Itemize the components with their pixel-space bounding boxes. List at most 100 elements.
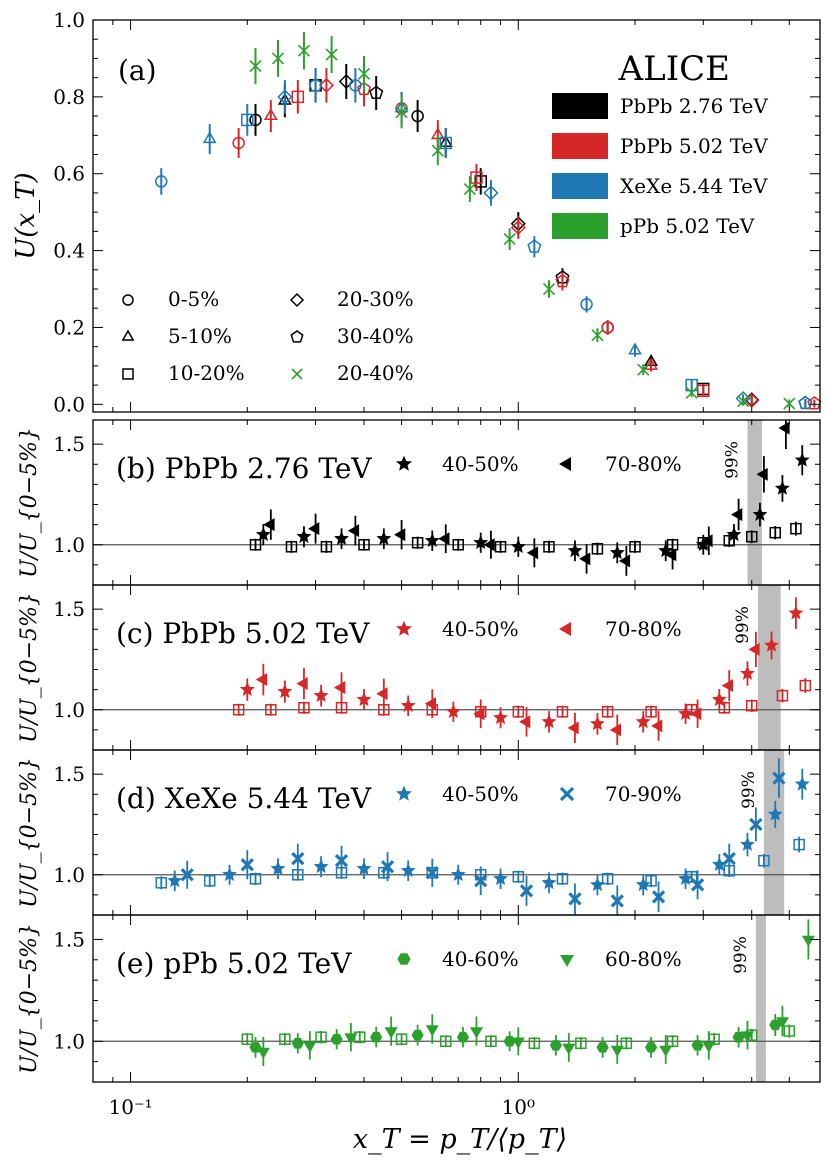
data-point bbox=[470, 171, 483, 184]
data-point bbox=[549, 1040, 562, 1051]
legend-centrality-label: 5-10% bbox=[168, 324, 232, 348]
legend-system-label: PbPb 5.02 TeV bbox=[620, 134, 768, 158]
data-point bbox=[749, 817, 763, 832]
data-point bbox=[256, 1047, 270, 1060]
data-point bbox=[579, 552, 591, 566]
data-point bbox=[645, 706, 657, 718]
legend-marker bbox=[291, 368, 303, 380]
data-point bbox=[313, 858, 329, 874]
band-label: 99% bbox=[731, 936, 751, 974]
data-point bbox=[485, 1035, 497, 1048]
data-point bbox=[629, 541, 641, 553]
data-point bbox=[296, 528, 312, 544]
data-point bbox=[334, 854, 349, 868]
data-point bbox=[635, 876, 651, 892]
data-point bbox=[456, 1031, 470, 1043]
data-point bbox=[758, 854, 770, 867]
data-point bbox=[494, 541, 507, 553]
y-tick-label: 1.5 bbox=[53, 597, 85, 621]
data-point bbox=[542, 282, 556, 296]
data-point bbox=[474, 874, 488, 888]
legend-marker bbox=[396, 455, 412, 471]
data-point bbox=[313, 687, 329, 702]
data-point bbox=[155, 175, 168, 188]
data-point bbox=[567, 543, 583, 558]
ratio-panel-frame bbox=[92, 749, 821, 916]
data-point bbox=[338, 73, 354, 90]
data-point bbox=[483, 538, 495, 552]
data-point bbox=[541, 874, 557, 890]
data-point bbox=[333, 681, 346, 695]
data-point bbox=[711, 691, 727, 707]
data-point bbox=[356, 691, 372, 707]
data-point bbox=[609, 545, 625, 560]
data-point bbox=[431, 144, 444, 157]
data-point bbox=[645, 875, 657, 887]
ratio-y-label: U/U_{0−5%} bbox=[17, 427, 42, 578]
data-point bbox=[562, 1043, 576, 1055]
data-point bbox=[519, 884, 534, 898]
data-point bbox=[445, 704, 461, 719]
ratio-series-1 bbox=[249, 1014, 782, 1058]
data-point bbox=[330, 1034, 343, 1045]
data-point bbox=[580, 298, 593, 311]
data-point bbox=[277, 89, 293, 105]
legend-centrality-label: 10-20% bbox=[168, 361, 245, 385]
data-point bbox=[249, 539, 262, 551]
data-point bbox=[167, 873, 183, 888]
data-point bbox=[370, 1031, 383, 1043]
data-point bbox=[222, 867, 237, 882]
data-point bbox=[556, 873, 569, 885]
data-point bbox=[411, 109, 424, 123]
ratio-panel-label: (e) pPb 5.02 TeV bbox=[116, 947, 352, 980]
data-point bbox=[232, 704, 245, 716]
data-point bbox=[601, 321, 614, 334]
data-point bbox=[665, 548, 677, 562]
data-point bbox=[783, 1025, 796, 1037]
data-point bbox=[277, 683, 293, 698]
y-tick-label: 0.4 bbox=[53, 239, 85, 263]
ratio-panel-label: (b) PbPb 2.76 TeV bbox=[116, 452, 372, 485]
data-point bbox=[745, 699, 758, 712]
ratio-series-0 bbox=[241, 1024, 796, 1050]
data-point bbox=[232, 136, 245, 150]
data-point bbox=[349, 79, 362, 92]
data-point bbox=[357, 67, 371, 80]
data-point bbox=[685, 386, 698, 399]
data-point bbox=[265, 704, 277, 716]
legend-label: 40-50% bbox=[442, 452, 519, 476]
y-tick-label: 1.0 bbox=[53, 8, 85, 32]
legend-marker bbox=[559, 457, 571, 471]
legend-centrality-label: 0-5% bbox=[168, 287, 219, 311]
data-point bbox=[347, 524, 360, 538]
data-point bbox=[590, 876, 605, 892]
data-point bbox=[298, 701, 310, 714]
data-point bbox=[726, 526, 742, 542]
data-point bbox=[358, 539, 370, 551]
data-point bbox=[424, 697, 436, 711]
data-point bbox=[528, 1037, 541, 1050]
data-point bbox=[395, 106, 408, 119]
legend-label: 60-80% bbox=[605, 947, 682, 971]
legend-marker bbox=[559, 786, 575, 802]
legend-label: 40-50% bbox=[442, 617, 519, 641]
data-point bbox=[440, 1035, 452, 1048]
ratio-panel-frame bbox=[92, 584, 821, 751]
data-point bbox=[568, 892, 582, 906]
data-point bbox=[308, 77, 323, 92]
y-tick-label: 1.0 bbox=[53, 698, 85, 722]
data-point bbox=[721, 679, 733, 693]
series-a-2 bbox=[155, 68, 813, 410]
data-point bbox=[745, 530, 758, 543]
data-point bbox=[794, 776, 810, 791]
data-point bbox=[666, 1035, 679, 1048]
data-point bbox=[722, 852, 736, 866]
legend-system-label: pPb 5.02 TeV bbox=[620, 214, 755, 238]
data-point bbox=[356, 81, 372, 96]
ratio-series-0 bbox=[249, 521, 802, 556]
y-tick-label: 1.0 bbox=[53, 863, 85, 887]
data-point bbox=[450, 867, 466, 882]
data-point bbox=[249, 873, 262, 885]
data-point bbox=[769, 526, 782, 539]
ratio-y-label: U/U_{0−5%} bbox=[17, 592, 42, 743]
